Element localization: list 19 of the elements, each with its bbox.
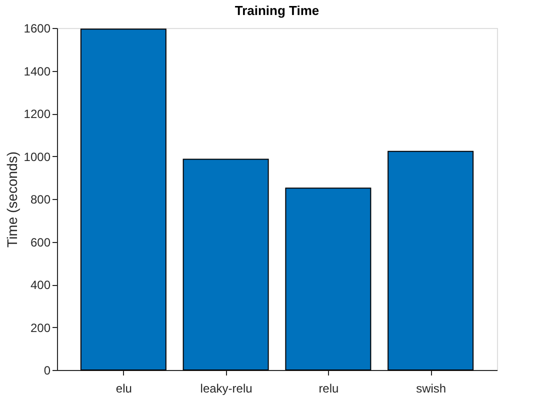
y-tick-label: 1400 xyxy=(24,64,51,78)
x-tick-label: relu xyxy=(318,382,339,396)
y-tick-label: 400 xyxy=(30,278,51,292)
y-tick-label: 600 xyxy=(30,235,51,250)
bar xyxy=(285,188,372,370)
chart-title: Training Time xyxy=(234,3,320,18)
y-tick-label: 800 xyxy=(30,192,51,206)
bar xyxy=(388,150,474,370)
x-tick-label: swish xyxy=(416,382,446,396)
y-axis-title: Time (seconds) xyxy=(4,152,20,248)
y-tick-label: 1000 xyxy=(24,150,51,164)
y-tick-label: 200 xyxy=(30,320,51,335)
y-tick-label: 1200 xyxy=(24,107,51,121)
x-tick-label: leaky-relu xyxy=(200,382,252,396)
bar xyxy=(182,158,269,370)
y-tick-label: 0 xyxy=(44,364,51,378)
x-tick-label: elu xyxy=(116,382,132,396)
y-tick-label: 1600 xyxy=(24,22,51,36)
bar xyxy=(80,28,166,370)
